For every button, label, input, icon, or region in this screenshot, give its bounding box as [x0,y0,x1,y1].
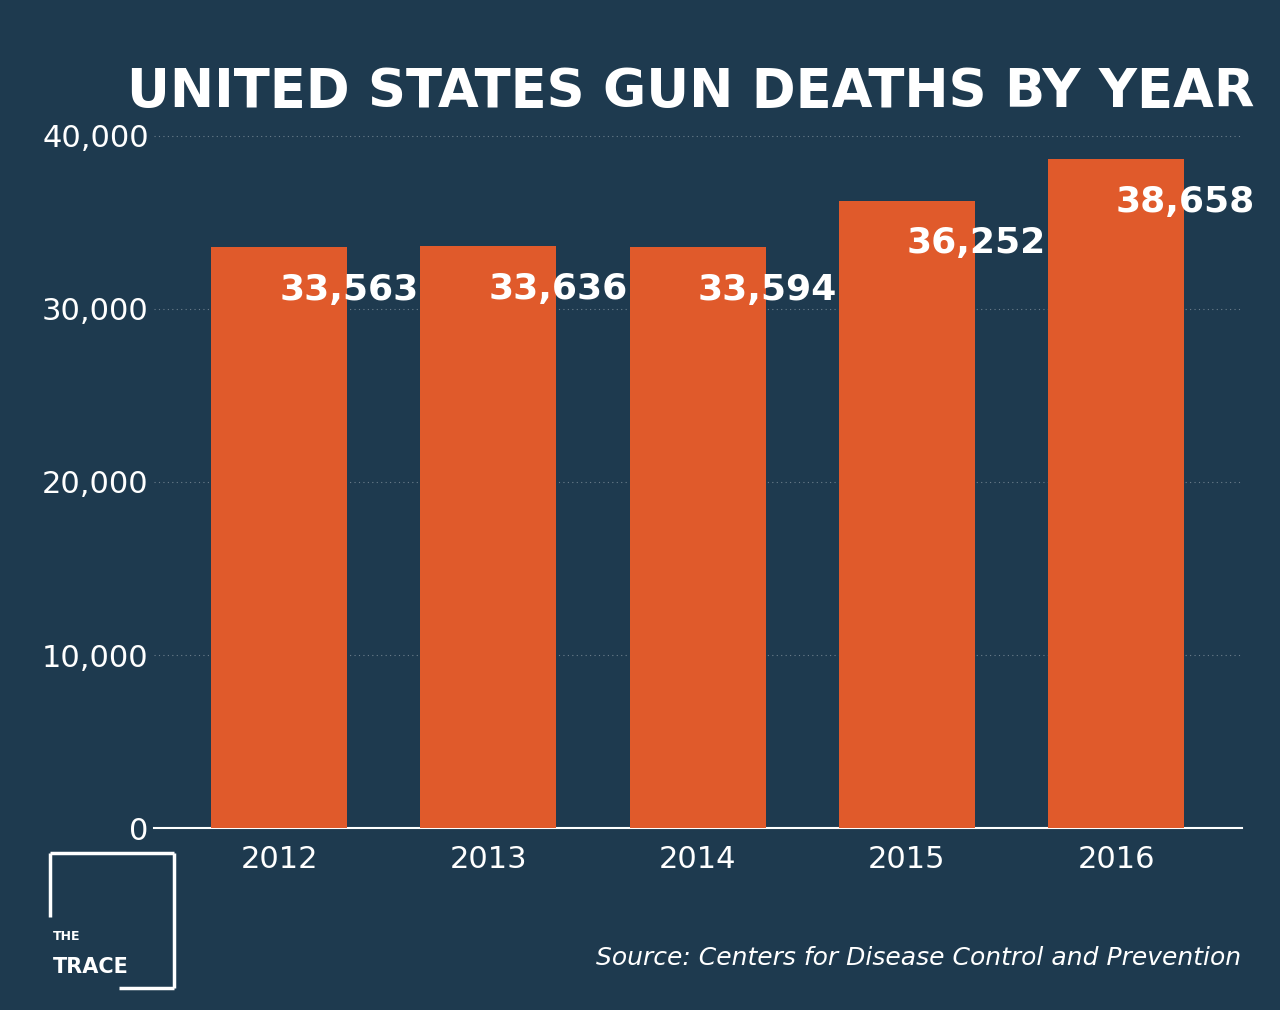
Text: 33,594: 33,594 [698,273,837,306]
Text: Source: Centers for Disease Control and Prevention: Source: Centers for Disease Control and … [596,945,1242,970]
Text: 38,658: 38,658 [1116,185,1256,219]
Bar [211,247,347,828]
Bar [1048,159,1184,828]
Text: UNITED STATES GUN DEATHS BY YEAR: UNITED STATES GUN DEATHS BY YEAR [128,66,1254,117]
Text: 33,563: 33,563 [279,273,419,307]
Text: 33,636: 33,636 [489,272,627,306]
Bar [420,245,557,828]
Bar [630,246,765,828]
Text: TRACE: TRACE [54,956,129,977]
Bar [838,201,975,828]
Text: THE: THE [54,930,81,942]
Text: 36,252: 36,252 [906,226,1046,261]
